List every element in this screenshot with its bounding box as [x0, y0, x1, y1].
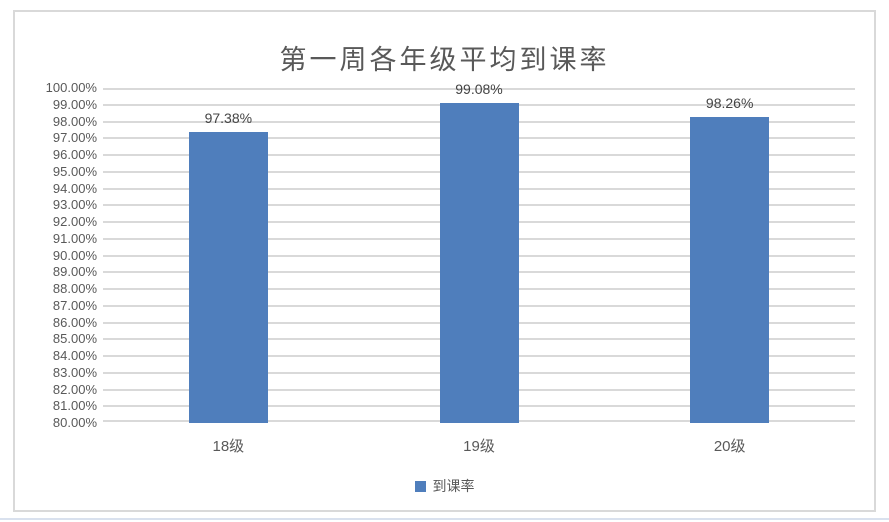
y-tick-label: 88.00%: [52, 281, 97, 296]
window-bottom-edge-line: [0, 518, 889, 520]
y-tick-label: 90.00%: [52, 247, 97, 263]
y-tick-label: 85.00%: [52, 331, 97, 347]
bar-value-label: 97.38%: [204, 109, 253, 126]
chart-title[interactable]: 第一周各年级平均到课率: [279, 45, 610, 75]
y-tick-label: 97.00%: [52, 130, 97, 146]
y-tick-label: 80.00%: [52, 415, 97, 430]
y-tick-label: 83.00%: [52, 364, 97, 380]
y-tick-label: 84.00%: [52, 348, 97, 363]
x-category-label: 19级: [463, 438, 495, 455]
bar[interactable]: [690, 117, 770, 423]
y-tick-label: 87.00%: [52, 297, 97, 313]
x-axis-labels: 18级 19级 20级: [15, 12, 874, 510]
x-category-label: 20级: [713, 438, 746, 455]
y-tick-label: 81.00%: [52, 398, 97, 414]
y-tick-label: 96.00%: [52, 147, 97, 162]
y-axis-labels: 100.00% 99.00% 98.00% 97.00% 96.00% 95.00% 94.…: [15, 12, 97, 510]
y-tick-label: 93.00%: [52, 197, 97, 213]
legend-series-label: 到课率: [432, 478, 475, 494]
y-tick-label: 94.00%: [52, 180, 97, 196]
y-tick-label: 86.00%: [52, 314, 97, 330]
y-tick-label: 91.00%: [52, 230, 97, 246]
y-tick-label: 89.00%: [52, 264, 97, 280]
gridline: [103, 88, 855, 90]
plot-area[interactable]: 97.38% 99.08% 98.26%: [103, 81, 855, 423]
x-category-label: 18级: [212, 438, 245, 455]
y-tick-label: 95.00%: [52, 163, 97, 179]
legend-color-swatch-icon: [414, 480, 426, 492]
y-tick-label: 82.00%: [52, 381, 97, 397]
bar-value-label: 99.08%: [455, 81, 503, 98]
bar-value-label: 98.26%: [705, 95, 754, 112]
y-tick-label: 98.00%: [52, 113, 97, 129]
bar[interactable]: [439, 103, 519, 423]
y-tick-label: 100.00%: [45, 80, 97, 95]
legend[interactable]: 到课率: [414, 476, 475, 496]
y-tick-label: 92.00%: [52, 214, 97, 229]
bar[interactable]: [188, 131, 268, 423]
y-tick-label: 99.00%: [52, 96, 97, 112]
chart-frame[interactable]: 第一周各年级平均到课率 100.00% 99.00% 98.00% 97.00% 96.…: [13, 10, 876, 512]
